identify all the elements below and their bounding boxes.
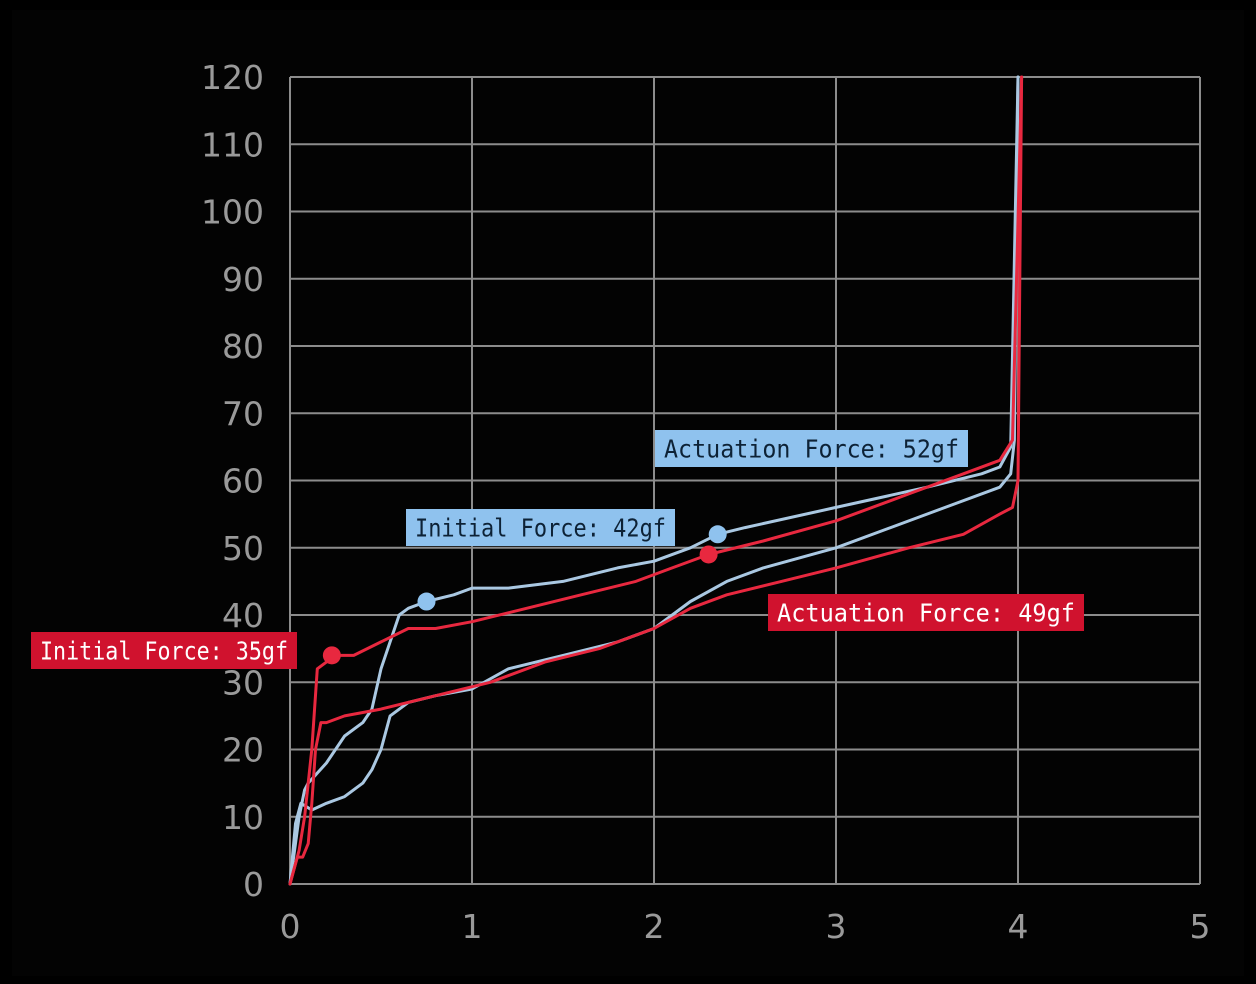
- y-tick-label-110: 110: [201, 125, 264, 164]
- y-tick-label-100: 100: [201, 193, 264, 232]
- y-tick-label-50: 50: [222, 529, 264, 568]
- y-tick-label-0: 0: [243, 865, 264, 904]
- series-line-2: [288, 75, 1020, 886]
- y-tick-label-10: 10: [222, 798, 264, 837]
- x-tick-label-5: 5: [1190, 907, 1211, 946]
- annotation-text-1: Actuation Force: 52gf: [664, 435, 959, 464]
- series-line-1: [288, 75, 1020, 886]
- annotation-2: Initial Force: 42gf: [406, 509, 675, 546]
- marker-4: [699, 545, 718, 564]
- markers: [322, 525, 727, 665]
- marker-3: [322, 646, 341, 665]
- annotation-box-3: [768, 594, 1084, 631]
- y-tick-label-70: 70: [222, 394, 264, 433]
- annotation-box-4: [31, 632, 297, 669]
- y-tick-label-40: 40: [222, 596, 264, 635]
- annotation-1: Actuation Force: 52gf: [655, 430, 968, 467]
- y-tick-label-60: 60: [222, 462, 264, 501]
- annotation-box-1: [655, 430, 968, 467]
- annotation-box-2: [406, 509, 675, 546]
- annotation-text-3: Actuation Force: 49gf: [777, 599, 1075, 628]
- chart-background: [12, 10, 1244, 976]
- marker-1: [417, 592, 436, 611]
- series-lines: [288, 75, 1024, 886]
- x-tick-label-0: 0: [280, 907, 301, 946]
- y-tick-label-30: 30: [222, 663, 264, 702]
- x-tick-label-4: 4: [1008, 907, 1029, 946]
- annotations: Actuation Force: 52gf Initial Force: 42gf…: [31, 430, 1084, 669]
- annotation-text-4: Initial Force: 35gf: [40, 637, 288, 666]
- y-tick-label-90: 90: [222, 260, 264, 299]
- y-tick-label-20: 20: [222, 731, 264, 770]
- grid: [289, 76, 1201, 885]
- annotation-text-2: Initial Force: 42gf: [415, 514, 666, 543]
- x-tick-label-2: 2: [644, 907, 665, 946]
- series-line-3: [288, 75, 1024, 886]
- annotation-4: Initial Force: 35gf: [31, 632, 297, 669]
- x-tick-label-1: 1: [462, 907, 483, 946]
- y-tick-label-120: 120: [201, 58, 264, 97]
- annotation-3: Actuation Force: 49gf: [768, 594, 1084, 631]
- y-tick-label-80: 80: [222, 327, 264, 366]
- x-tick-label-3: 3: [826, 907, 847, 946]
- marker-2: [708, 525, 727, 544]
- series-line-4: [288, 75, 1024, 886]
